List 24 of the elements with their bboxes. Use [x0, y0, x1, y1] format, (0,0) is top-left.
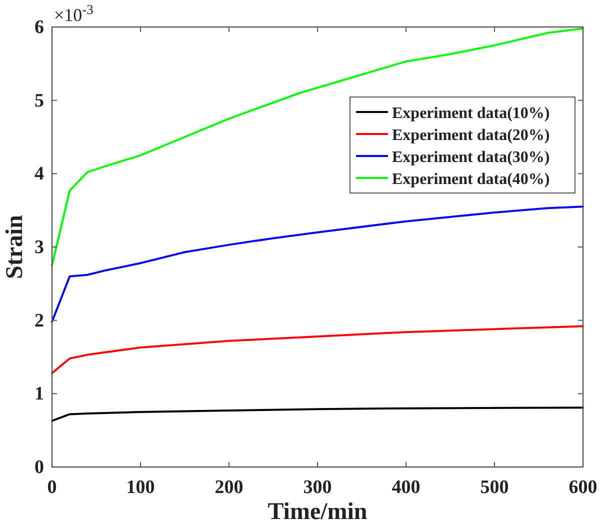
y-tick-label: 0: [34, 457, 44, 478]
y-tick-label: 3: [34, 237, 44, 258]
y-tick-label: 1: [34, 384, 44, 405]
legend-label: Experiment data(10%): [392, 105, 550, 122]
text: ×10$^{-3}$: [54, 2, 94, 25]
legend-label: Experiment data(20%): [392, 127, 550, 144]
legend-label: Experiment data(40%): [392, 171, 550, 188]
x-tick-label: 200: [214, 477, 244, 498]
line-series: [51, 325, 584, 374]
legend-label: Experiment data(30%): [392, 149, 550, 166]
x-tick-label: 100: [126, 477, 155, 498]
x-axis-title: Time/min: [268, 499, 368, 525]
line-series: [51, 406, 584, 422]
line-series: [51, 206, 584, 323]
y-axis-title: Strain: [2, 214, 28, 280]
x-tick-label: 600: [568, 477, 598, 498]
y-tick-label: 2: [34, 310, 44, 332]
x-tick-label: 400: [392, 477, 420, 498]
y-tick-label: 4: [34, 164, 44, 185]
x-tick-label: 500: [480, 477, 509, 498]
line-series: [51, 27, 584, 266]
x-tick-label: 300: [303, 477, 332, 498]
y-tick-label: 6: [34, 17, 44, 38]
y-tick-label: 5: [34, 90, 44, 112]
